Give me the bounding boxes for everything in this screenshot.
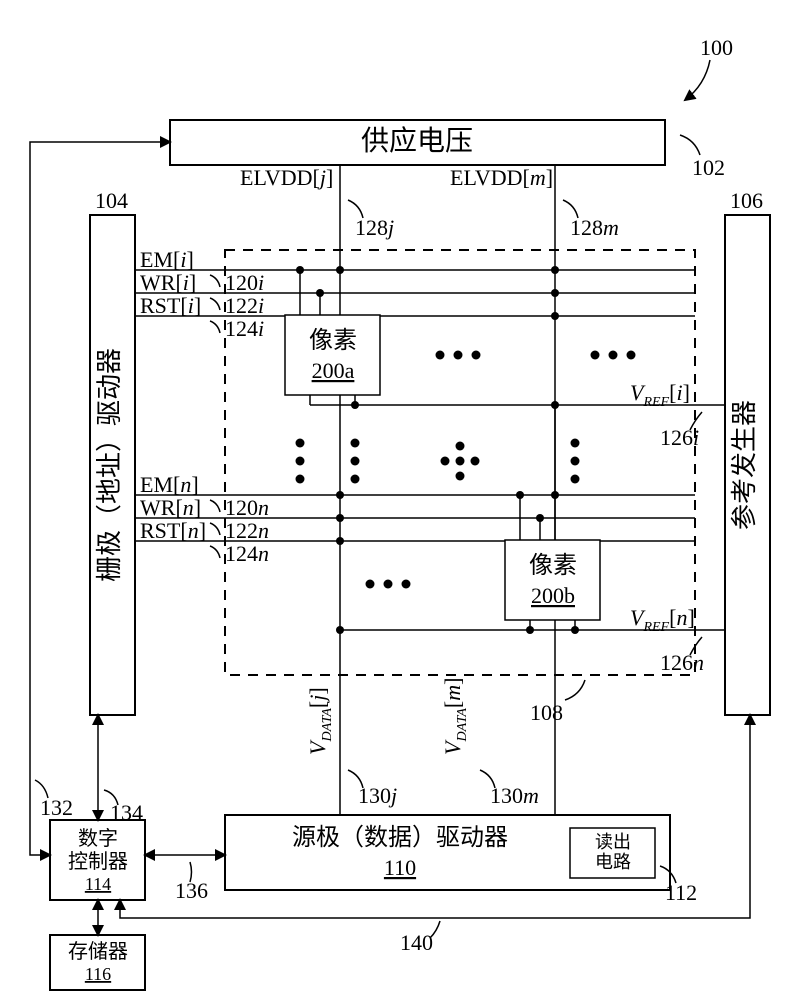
source-driver-label: 源极（数据）驱动器: [292, 824, 508, 851]
dot: [551, 289, 559, 297]
bus-140-ref: 140: [400, 930, 433, 955]
supply-ref: 102: [692, 155, 725, 180]
dot: [551, 312, 559, 320]
pixel-array-ref: 108: [530, 700, 563, 725]
dot: [551, 266, 559, 274]
wr-i-ref: 122i: [225, 293, 264, 318]
figure-ref: 100: [700, 35, 733, 60]
elvdd-m-label: ELVDD[m]: [450, 165, 553, 190]
dot: [551, 491, 559, 499]
em-n-label: EM[n]: [140, 472, 199, 497]
refgen-ref: 106: [730, 188, 763, 213]
dot: [336, 537, 344, 545]
source-driver-ref: 110: [384, 855, 416, 880]
memory-label: 存储器: [68, 940, 128, 963]
dot: [336, 266, 344, 274]
supply-label: 供应电压: [361, 125, 473, 157]
wr-n-ref: 122n: [225, 518, 269, 543]
circuit-diagram: 100 供应电压 102 栅极（地址）驱动器 104 参考发生器 106 108…: [0, 0, 811, 1000]
controller-ref: 114: [85, 874, 111, 894]
rst-n-ref: 124n: [225, 541, 269, 566]
wr-n-label: WR[n]: [140, 495, 201, 520]
rst-i-ref-leader: [210, 321, 220, 333]
dot: [526, 626, 534, 634]
rst-i-label: RST[i]: [140, 293, 201, 318]
wr-i-label: WR[i]: [140, 270, 196, 295]
supply-ref-leader: [680, 135, 700, 155]
readout-label-2: 电路: [595, 852, 631, 872]
em-i-ref: 120i: [225, 270, 264, 295]
readout-ref: 112: [665, 880, 697, 905]
elvdd-j-label: ELVDD[j]: [240, 165, 333, 190]
controller-label-2: 控制器: [68, 850, 128, 873]
dot: [336, 491, 344, 499]
pixel-b-block: [505, 540, 600, 620]
dot: [351, 401, 359, 409]
pixel-a-ref: 200a: [312, 358, 355, 383]
elvdd-j-ref: 128j: [355, 215, 394, 240]
em-n-ref-leader: [210, 500, 220, 512]
memory-ref: 116: [85, 964, 111, 984]
wr-i-ref-leader: [210, 298, 220, 310]
bus-132-ref: 132: [40, 795, 73, 820]
em-i-ref-leader: [210, 275, 220, 287]
rst-n-ref-leader: [210, 546, 220, 558]
rst-i-ref: 124i: [225, 316, 264, 341]
refgen-label: 参考发生器: [730, 400, 759, 530]
pixel-array-ref-leader: [565, 680, 585, 700]
readout-label-1: 读出: [595, 832, 631, 852]
em-n-ref: 120n: [225, 495, 269, 520]
pixel-b-ref: 200b: [531, 583, 575, 608]
gate-driver-ref: 104: [95, 188, 128, 213]
vref-n-ref: 126n: [660, 650, 704, 675]
bus-136-ref: 136: [175, 878, 208, 903]
pixel-a-label: 像素: [309, 327, 357, 354]
vdata-j-ref: 130j: [358, 783, 397, 808]
vref-i-ref: 126i: [660, 425, 699, 450]
vdata-m-label: VDATA[m]: [440, 678, 470, 755]
elvdd-m-ref: 128m: [570, 215, 619, 240]
bus-134-ref: 134: [110, 800, 143, 825]
wr-n-ref-leader: [210, 523, 220, 535]
controller-label-1: 数字: [78, 827, 118, 850]
vdata-m-ref: 130m: [490, 783, 539, 808]
pixel-b-label: 像素: [529, 552, 577, 579]
vdata-j-label: VDATA[j]: [305, 687, 335, 755]
rst-n-label: RST[n]: [140, 518, 206, 543]
dot: [571, 626, 579, 634]
dot: [336, 514, 344, 522]
figure-ref-arrow: [685, 60, 710, 100]
em-i-label: EM[i]: [140, 247, 194, 272]
pixel-a-block: [285, 315, 380, 395]
gate-driver-label: 栅极（地址）驱动器: [95, 348, 124, 582]
